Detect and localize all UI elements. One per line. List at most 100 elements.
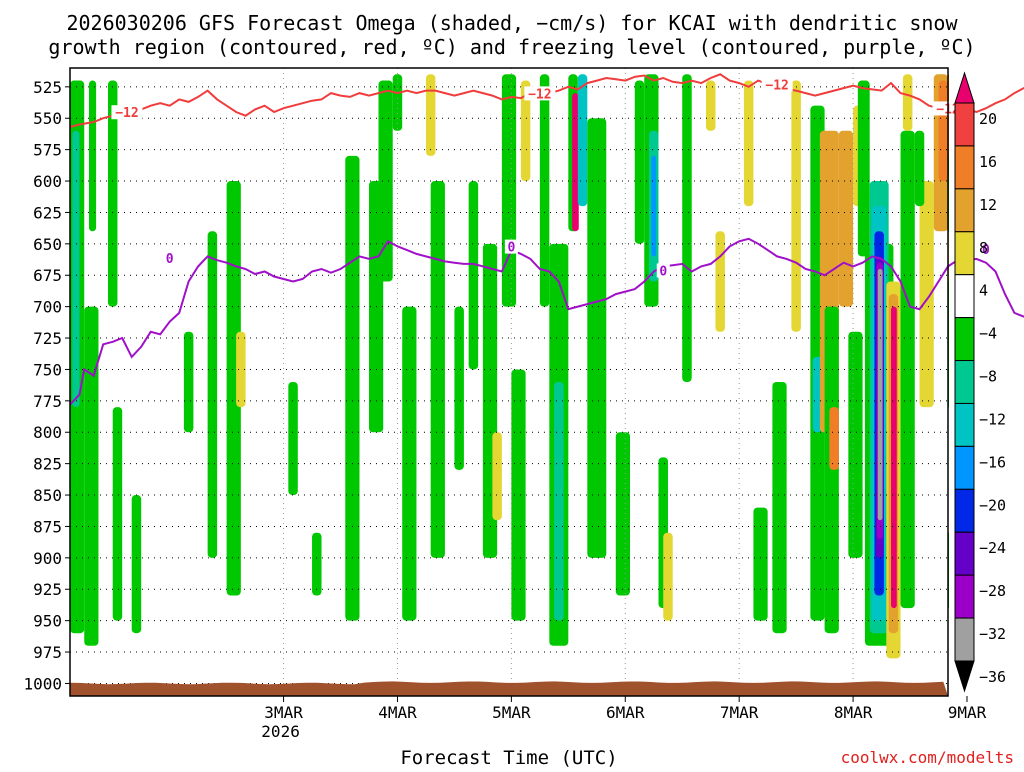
omega-cell-29 <box>554 382 564 621</box>
y-tick-label-950: 950 <box>33 612 62 631</box>
omega-cell-15 <box>378 80 393 282</box>
omega-cell-81 <box>914 130 925 207</box>
omega-cell-40 <box>663 532 673 621</box>
colorbar-box-13 <box>954 617 975 662</box>
chart-title-line2: growth region (contoured, red, ºC) and f… <box>48 35 975 59</box>
omega-cell-52 <box>829 407 839 470</box>
colorbar-label-10: −24 <box>979 539 1006 557</box>
freezing-level-contour <box>69 237 1024 406</box>
colorbar-box-1 <box>954 102 975 147</box>
omega-cell-17 <box>402 306 417 621</box>
contour-label-6: 0 <box>659 264 667 279</box>
y-tick-label-675: 675 <box>33 266 62 285</box>
chart-title-line1: 2026030206 GFS Forecast Omega (shaded, −… <box>66 11 958 35</box>
x-tick-label-5: 8MAR <box>834 703 873 722</box>
y-tick-label-650: 650 <box>33 235 62 254</box>
contour-label-2: −12 <box>765 79 788 94</box>
y-tick-label-775: 775 <box>33 392 62 411</box>
omega-cell-54 <box>848 331 863 558</box>
omega-cell-23 <box>492 432 502 521</box>
y-tick-label-975: 975 <box>33 643 62 662</box>
plot-frame <box>69 67 949 697</box>
colorbar-box-10 <box>954 488 975 533</box>
colorbar: 20 16 12 8 4 −4 −8 −12 −16 −20 −24 −28 −32 −36 <box>954 71 1006 693</box>
omega-cell-26 <box>520 80 531 182</box>
omega-cell-21 <box>468 181 479 370</box>
omega-cell-18 <box>425 74 436 156</box>
colorbar-label-11: −28 <box>979 582 1006 600</box>
contour-label-4: 0 <box>166 252 174 267</box>
colorbar-box-2 <box>954 145 975 190</box>
contour-label-bg-4 <box>163 250 177 265</box>
omega-cell-16 <box>392 74 403 131</box>
x-axis-label: Forecast Time (UTC) <box>400 747 617 768</box>
y-tick-label-725: 725 <box>33 329 62 348</box>
y-tick-label-525: 525 <box>33 78 62 97</box>
omega-cell-8 <box>207 231 218 558</box>
y-tick-label-825: 825 <box>33 455 62 474</box>
contour-label-bg-7 <box>979 242 993 257</box>
omega-cell-19 <box>430 181 445 558</box>
contour-label-bg-5 <box>504 239 518 254</box>
omega-cell-46 <box>772 382 787 634</box>
colorbar-label-9: −20 <box>979 496 1006 514</box>
y-tick-label-800: 800 <box>33 423 62 442</box>
contour-label-7: 0 <box>982 243 990 258</box>
y-tick-label-700: 700 <box>33 298 62 317</box>
y-tick-label-1000: 1000 <box>23 674 62 693</box>
omega-cell-44 <box>743 80 754 207</box>
omega-cell-51 <box>824 306 839 634</box>
y-tick-label-550: 550 <box>33 109 62 128</box>
contour-label-bg-1 <box>524 86 556 101</box>
omega-cell-66 <box>891 306 897 609</box>
contour-label-0: −12 <box>115 106 138 121</box>
omega-cell-32 <box>577 74 588 207</box>
contour-label-bg-2 <box>761 77 793 92</box>
colorbar-label-6: −8 <box>979 368 997 386</box>
colorbar-box-11 <box>954 531 975 576</box>
omega-cell-4 <box>107 80 118 307</box>
omega-cell-56 <box>857 80 870 257</box>
omega-cell-68 <box>902 74 913 131</box>
colorbar-top-arrow <box>954 71 975 104</box>
omega-cell-53 <box>838 130 854 307</box>
contour-label-5: 0 <box>507 241 515 256</box>
omega-cell-41 <box>682 74 692 382</box>
omega-cell-20 <box>454 306 464 470</box>
colorbar-label-2: 12 <box>979 196 997 214</box>
omega-cell-31 <box>572 93 579 232</box>
dendritic-growth-contour <box>69 73 1024 128</box>
x-tick-label-2: 5MAR <box>492 703 531 722</box>
colorbar-label-7: −12 <box>979 410 1006 428</box>
colorbar-bottom-arrow <box>954 660 975 693</box>
colorbar-label-12: −32 <box>979 625 1006 643</box>
omega-cell-63 <box>877 268 883 521</box>
colorbar-label-4: 4 <box>979 282 988 300</box>
colorbar-box-12 <box>954 574 975 619</box>
x-tick-label-3: 6MAR <box>606 703 645 722</box>
omega-cell-24 <box>501 74 517 307</box>
omega-cell-71 <box>938 80 948 182</box>
omega-cell-5 <box>112 407 123 621</box>
omega-cell-10 <box>236 331 246 408</box>
contour-label-1: −12 <box>528 87 551 102</box>
colorbar-label-5: −4 <box>979 325 997 343</box>
colorbar-box-4 <box>954 231 975 276</box>
x-tick-label-0: 3MAR <box>264 703 303 722</box>
x-tick-label-4: 7MAR <box>720 703 759 722</box>
colorbar-label-1: 16 <box>979 153 997 171</box>
omega-cell-25 <box>511 369 526 621</box>
y-tick-label-875: 875 <box>33 517 62 536</box>
omega-cell-43 <box>715 231 725 332</box>
colorbar-label-13: −36 <box>979 668 1006 686</box>
omega-cell-45 <box>753 507 768 621</box>
y-tick-label-925: 925 <box>33 580 62 599</box>
omega-cell-13 <box>345 155 360 621</box>
omega-cell-11 <box>288 382 298 496</box>
y-tick-label-750: 750 <box>33 360 62 379</box>
colorbar-label-8: −16 <box>979 453 1006 471</box>
omega-cell-9 <box>226 181 241 596</box>
